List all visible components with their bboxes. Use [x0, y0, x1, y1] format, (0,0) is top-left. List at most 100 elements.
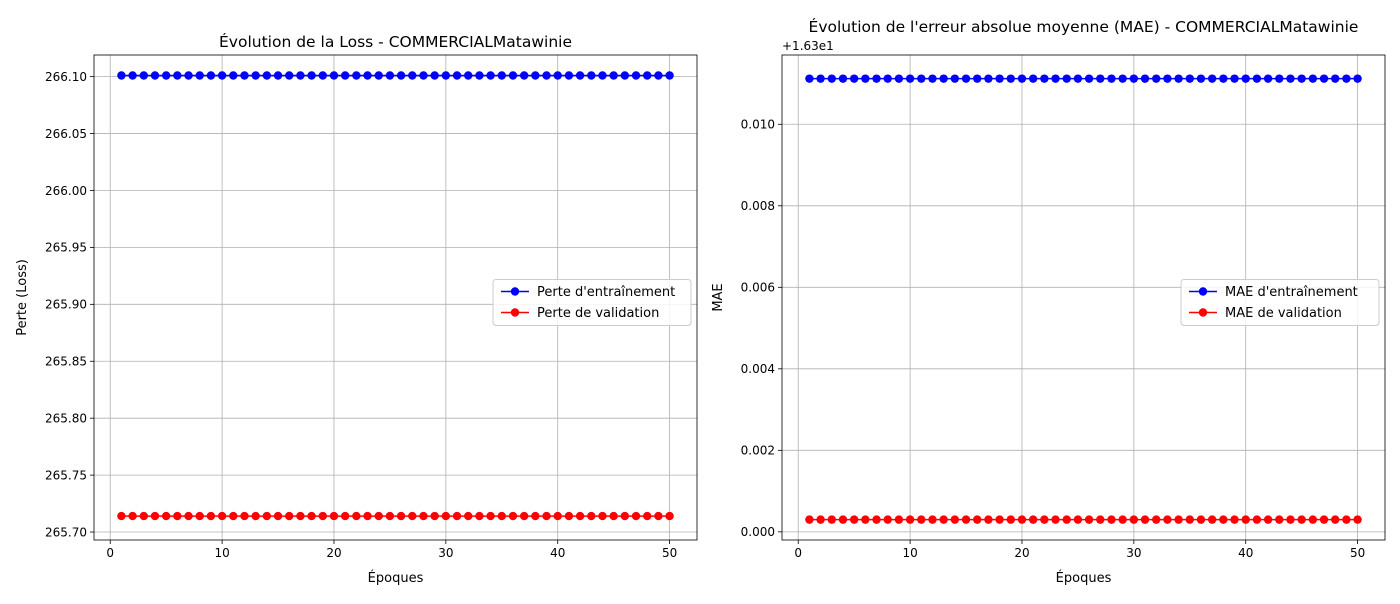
data-point: [816, 515, 825, 524]
data-point: [838, 515, 848, 524]
data-point: [430, 71, 439, 80]
data-point: [318, 511, 327, 521]
y-tick-label: 265.70: [45, 525, 87, 539]
x-tick-label: 20: [1014, 546, 1029, 560]
x-tick-label: 20: [326, 546, 341, 560]
data-point: [352, 71, 361, 80]
data-point: [816, 74, 825, 83]
data-point: [1140, 515, 1150, 524]
legend-marker: [510, 287, 520, 296]
data-point: [1219, 515, 1228, 524]
data-point: [408, 71, 417, 80]
legend-label: Perte de validation: [537, 306, 659, 321]
y-tick-label: 266.10: [45, 70, 87, 84]
data-point: [827, 515, 836, 524]
data-point: [1118, 74, 1127, 83]
y-tick-label: 266.05: [45, 127, 87, 141]
legend-label: MAE d'entraînement: [1225, 285, 1358, 300]
data-point: [1308, 74, 1318, 83]
data-point: [928, 74, 937, 83]
y-tick-label: 265.80: [45, 411, 87, 425]
data-point: [441, 71, 451, 80]
data-point: [1040, 515, 1049, 524]
data-point: [150, 71, 160, 80]
data-point: [396, 511, 406, 521]
data-point: [441, 511, 451, 521]
y-axis-label: Perte (Loss): [15, 259, 30, 336]
data-point: [1096, 515, 1105, 524]
data-point: [575, 511, 585, 521]
data-point: [519, 71, 529, 80]
data-point: [531, 511, 540, 521]
data-point: [229, 71, 238, 80]
data-point: [1174, 515, 1183, 524]
data-point: [1275, 515, 1284, 524]
data-point: [1174, 74, 1183, 83]
data-point: [486, 71, 495, 80]
data-point: [883, 74, 892, 83]
y-axis-label: MAE: [711, 283, 726, 311]
legend: Perte d'entraînement Perte de validation: [492, 279, 692, 326]
data-point: [928, 515, 937, 524]
data-point: [1331, 515, 1340, 524]
data-point: [849, 74, 859, 83]
data-point: [564, 511, 574, 521]
data-point: [861, 515, 870, 524]
data-point: [1118, 515, 1127, 524]
data-point: [827, 74, 836, 83]
data-point: [1286, 515, 1295, 524]
data-point: [139, 71, 148, 80]
y-tick-label: 0.002: [741, 444, 775, 458]
legend-marker: [1198, 287, 1208, 296]
y-tick-label: 0.008: [741, 199, 775, 213]
data-point: [1163, 515, 1172, 524]
data-point: [1185, 515, 1194, 524]
legend-marker: [510, 308, 520, 317]
data-point: [430, 511, 439, 521]
legend-marker: [1198, 308, 1208, 317]
data-point: [917, 74, 926, 83]
data-point: [1062, 74, 1071, 83]
loss-chart: 0 10 20 30 40 50 265.70 265.75 265.80 265.85 265.9…: [15, 32, 698, 586]
data-point: [1107, 74, 1116, 83]
data-point: [273, 71, 283, 80]
data-point: [329, 511, 339, 521]
data-point: [620, 511, 630, 521]
data-point: [1096, 74, 1105, 83]
data-point: [229, 511, 238, 521]
data-point: [240, 71, 249, 80]
data-point: [285, 511, 294, 521]
data-point: [408, 511, 417, 521]
data-point: [1028, 74, 1038, 83]
data-point: [1196, 74, 1206, 83]
data-point: [665, 511, 674, 521]
data-point: [1319, 515, 1329, 524]
data-point: [1319, 74, 1329, 83]
data-point: [939, 74, 948, 83]
data-point: [340, 511, 350, 521]
data-point: [849, 515, 859, 524]
data-point: [307, 511, 316, 521]
data-point: [1185, 74, 1194, 83]
data-point: [150, 511, 160, 521]
data-point: [262, 511, 272, 521]
x-tick-label: 30: [438, 546, 453, 560]
data-point: [654, 71, 663, 80]
data-point: [609, 511, 618, 521]
data-point: [508, 71, 518, 80]
data-point: [1006, 515, 1015, 524]
data-point: [1241, 74, 1250, 83]
data-point: [905, 74, 915, 83]
data-point: [894, 515, 904, 524]
legend-label: Perte d'entraînement: [537, 285, 675, 300]
x-tick-label: 50: [662, 546, 677, 560]
data-point: [1051, 515, 1060, 524]
data-point: [363, 71, 372, 80]
data-point: [1084, 515, 1094, 524]
data-point: [419, 71, 428, 80]
data-point: [475, 511, 484, 521]
data-point: [1342, 74, 1351, 83]
data-point: [184, 71, 193, 80]
data-point: [1017, 515, 1027, 524]
data-point: [217, 511, 227, 521]
